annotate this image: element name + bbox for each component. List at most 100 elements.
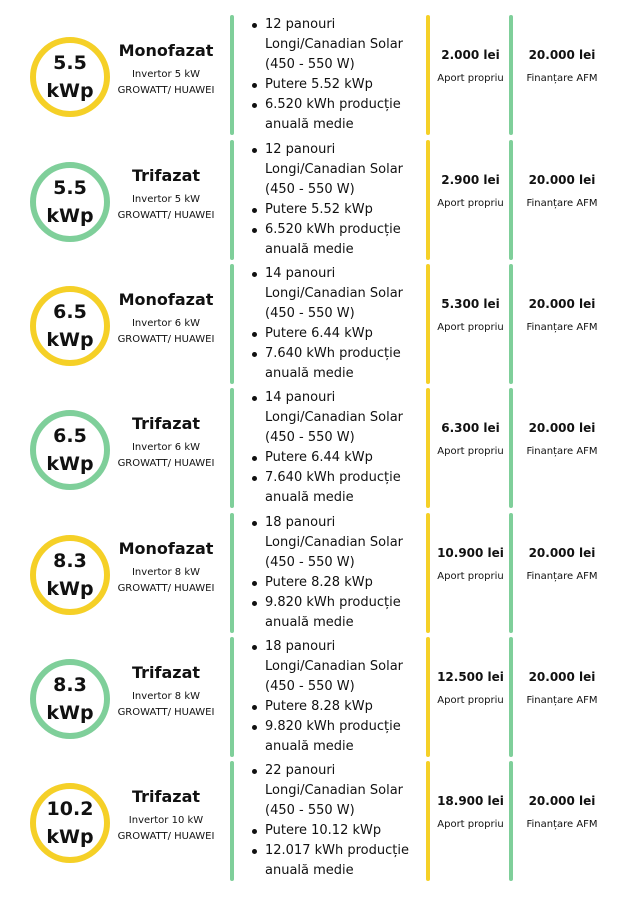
phase-block: Monofazat Invertor 5 kW GROWATT/ HUAWEI: [104, 39, 228, 99]
spec-item: 6.520 kWh producție anuală medie: [249, 220, 424, 260]
finantare-label: Finanțare AFM: [526, 73, 598, 84]
inverter-info: Invertor 5 kW GROWATT/ HUAWEI: [104, 67, 228, 99]
power-unit: kWp: [46, 205, 94, 227]
offer-row: 5.5 kWp Trifazat Invertor 5 kW GROWATT/ …: [0, 140, 637, 264]
power-unit: kWp: [46, 453, 94, 475]
spec-item: 7.640 kWh producție anuală medie: [249, 468, 424, 508]
phase-block: Monofazat Invertor 6 kW GROWATT/ HUAWEI: [104, 288, 228, 348]
divider-green-right: [509, 15, 513, 135]
phase-block: Trifazat Invertor 8 kW GROWATT/ HUAWEI: [104, 661, 228, 721]
aport-block: 6.300 lei Aport propriu: [432, 419, 509, 460]
offer-row: 6.5 kWp Trifazat Invertor 6 kW GROWATT/ …: [0, 388, 637, 512]
divider-green: [230, 15, 234, 135]
inverter-brands: GROWATT/ HUAWEI: [117, 85, 215, 96]
aport-value: 2.000 lei: [441, 48, 500, 62]
specs-list: 12 panouri Longi/Canadian Solar (450 - 5…: [249, 15, 424, 135]
finantare-label: Finanțare AFM: [526, 695, 598, 706]
aport-block: 5.300 lei Aport propriu: [432, 295, 509, 336]
specs-list: 14 panouri Longi/Canadian Solar (450 - 5…: [249, 388, 424, 508]
offer-row: 6.5 kWp Monofazat Invertor 6 kW GROWATT/…: [0, 264, 637, 388]
phase-block: Monofazat Invertor 8 kW GROWATT/ HUAWEI: [104, 537, 228, 597]
spec-item: 12 panouri Longi/Canadian Solar (450 - 5…: [249, 15, 424, 75]
aport-value: 5.300 lei: [441, 297, 500, 311]
aport-label: Aport propriu: [437, 819, 504, 830]
finantare-label: Finanțare AFM: [526, 571, 598, 582]
power-value: 10.2: [46, 798, 94, 820]
finantare-block: 20.000 lei Finanțare AFM: [514, 295, 610, 336]
power-value: 6.5: [53, 425, 87, 447]
divider-yellow: [426, 15, 430, 135]
offer-row: 8.3 kWp Monofazat Invertor 8 kW GROWATT/…: [0, 513, 637, 637]
phase-block: Trifazat Invertor 6 kW GROWATT/ HUAWEI: [104, 412, 228, 472]
power-badge: 6.5 kWp: [30, 410, 110, 490]
finantare-block: 20.000 lei Finanțare AFM: [514, 668, 610, 709]
finantare-label: Finanțare AFM: [526, 198, 598, 209]
inverter-brands: GROWATT/ HUAWEI: [117, 334, 215, 345]
divider-yellow: [426, 513, 430, 633]
inverter-info: Invertor 6 kW GROWATT/ HUAWEI: [104, 440, 228, 472]
specs-list: 18 panouri Longi/Canadian Solar (450 - 5…: [249, 637, 424, 757]
spec-item: Putere 10.12 kWp: [249, 821, 424, 841]
finantare-label: Finanțare AFM: [526, 322, 598, 333]
power-unit: kWp: [46, 702, 94, 724]
phase-block: Trifazat Invertor 10 kW GROWATT/ HUAWEI: [104, 785, 228, 845]
inverter-info: Invertor 6 kW GROWATT/ HUAWEI: [104, 316, 228, 348]
inverter-info: Invertor 8 kW GROWATT/ HUAWEI: [104, 565, 228, 597]
phase-block: Trifazat Invertor 5 kW GROWATT/ HUAWEI: [104, 164, 228, 224]
finantare-value: 20.000 lei: [528, 297, 596, 311]
spec-item: 14 panouri Longi/Canadian Solar (450 - 5…: [249, 388, 424, 448]
power-value: 8.3: [53, 674, 87, 696]
aport-label: Aport propriu: [437, 198, 504, 209]
inverter-power: Invertor 6 kW: [131, 318, 201, 329]
power-unit: kWp: [46, 578, 94, 600]
phase-type: Monofazat: [118, 41, 214, 60]
inverter-power: Invertor 8 kW: [131, 567, 201, 578]
divider-green: [230, 264, 234, 384]
aport-label: Aport propriu: [437, 446, 504, 457]
finantare-block: 20.000 lei Finanțare AFM: [514, 419, 610, 460]
finantare-value: 20.000 lei: [528, 173, 596, 187]
aport-value: 12.500 lei: [437, 670, 504, 684]
inverter-brands: GROWATT/ HUAWEI: [117, 210, 215, 221]
power-unit: kWp: [46, 80, 94, 102]
power-badge: 10.2 kWp: [30, 783, 110, 863]
finantare-value: 20.000 lei: [528, 794, 596, 808]
power-value: 8.3: [53, 550, 87, 572]
power-value: 5.5: [53, 52, 87, 74]
inverter-power: Invertor 10 kW: [128, 815, 204, 826]
spec-item: Putere 8.28 kWp: [249, 697, 424, 717]
aport-block: 2.900 lei Aport propriu: [432, 171, 509, 212]
power-unit: kWp: [46, 826, 94, 848]
aport-value: 10.900 lei: [437, 546, 504, 560]
specs-list: 12 panouri Longi/Canadian Solar (450 - 5…: [249, 140, 424, 260]
aport-value: 6.300 lei: [441, 421, 500, 435]
power-badge: 5.5 kWp: [30, 162, 110, 242]
spec-item: 6.520 kWh producție anuală medie: [249, 95, 424, 135]
finantare-block: 20.000 lei Finanțare AFM: [514, 792, 610, 833]
power-badge: 6.5 kWp: [30, 286, 110, 366]
inverter-power: Invertor 5 kW: [131, 194, 201, 205]
divider-green: [230, 513, 234, 633]
offer-row: 5.5 kWp Monofazat Invertor 5 kW GROWATT/…: [0, 15, 637, 139]
aport-label: Aport propriu: [437, 322, 504, 333]
divider-green: [230, 388, 234, 508]
aport-block: 2.000 lei Aport propriu: [432, 46, 509, 87]
offer-row: 10.2 kWp Trifazat Invertor 10 kW GROWATT…: [0, 761, 637, 885]
inverter-info: Invertor 5 kW GROWATT/ HUAWEI: [104, 192, 228, 224]
spec-item: Putere 6.44 kWp: [249, 324, 424, 344]
phase-type: Trifazat: [131, 663, 201, 682]
finantare-label: Finanțare AFM: [526, 446, 598, 457]
divider-green-right: [509, 140, 513, 260]
divider-yellow: [426, 637, 430, 757]
divider-yellow: [426, 388, 430, 508]
spec-item: 9.820 kWh producție anuală medie: [249, 717, 424, 757]
inverter-power: Invertor 8 kW: [131, 691, 201, 702]
inverter-brands: GROWATT/ HUAWEI: [117, 707, 215, 718]
finantare-block: 20.000 lei Finanțare AFM: [514, 46, 610, 87]
spec-item: 18 panouri Longi/Canadian Solar (450 - 5…: [249, 513, 424, 573]
aport-block: 18.900 lei Aport propriu: [432, 792, 509, 833]
divider-green: [230, 140, 234, 260]
spec-item: 22 panouri Longi/Canadian Solar (450 - 5…: [249, 761, 424, 821]
inverter-info: Invertor 8 kW GROWATT/ HUAWEI: [104, 689, 228, 721]
phase-type: Trifazat: [131, 787, 201, 806]
